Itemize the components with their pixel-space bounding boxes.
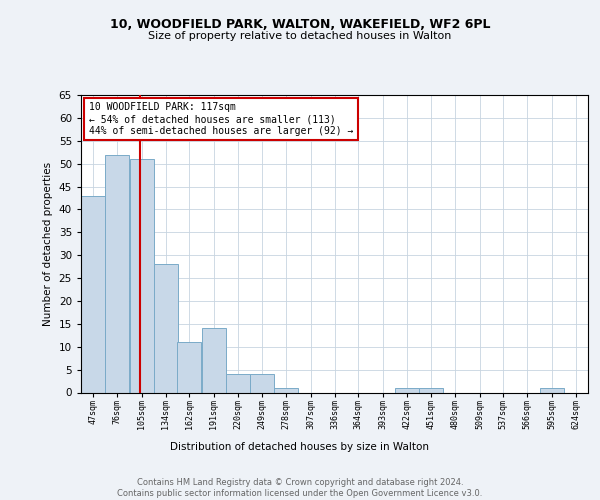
Bar xyxy=(154,264,178,392)
Text: Distribution of detached houses by size in Walton: Distribution of detached houses by size … xyxy=(170,442,430,452)
Bar xyxy=(178,342,201,392)
Bar xyxy=(274,388,298,392)
Text: Size of property relative to detached houses in Walton: Size of property relative to detached ho… xyxy=(148,31,452,41)
Text: 10 WOODFIELD PARK: 117sqm
← 54% of detached houses are smaller (113)
44% of semi: 10 WOODFIELD PARK: 117sqm ← 54% of detac… xyxy=(89,102,353,136)
Bar xyxy=(106,154,130,392)
Bar xyxy=(539,388,563,392)
Bar xyxy=(202,328,226,392)
Bar xyxy=(130,159,154,392)
Bar xyxy=(226,374,250,392)
Bar xyxy=(395,388,419,392)
Bar xyxy=(250,374,274,392)
Bar xyxy=(81,196,105,392)
Bar xyxy=(419,388,443,392)
Text: Contains HM Land Registry data © Crown copyright and database right 2024.
Contai: Contains HM Land Registry data © Crown c… xyxy=(118,478,482,498)
Y-axis label: Number of detached properties: Number of detached properties xyxy=(43,162,53,326)
Text: 10, WOODFIELD PARK, WALTON, WAKEFIELD, WF2 6PL: 10, WOODFIELD PARK, WALTON, WAKEFIELD, W… xyxy=(110,18,490,30)
